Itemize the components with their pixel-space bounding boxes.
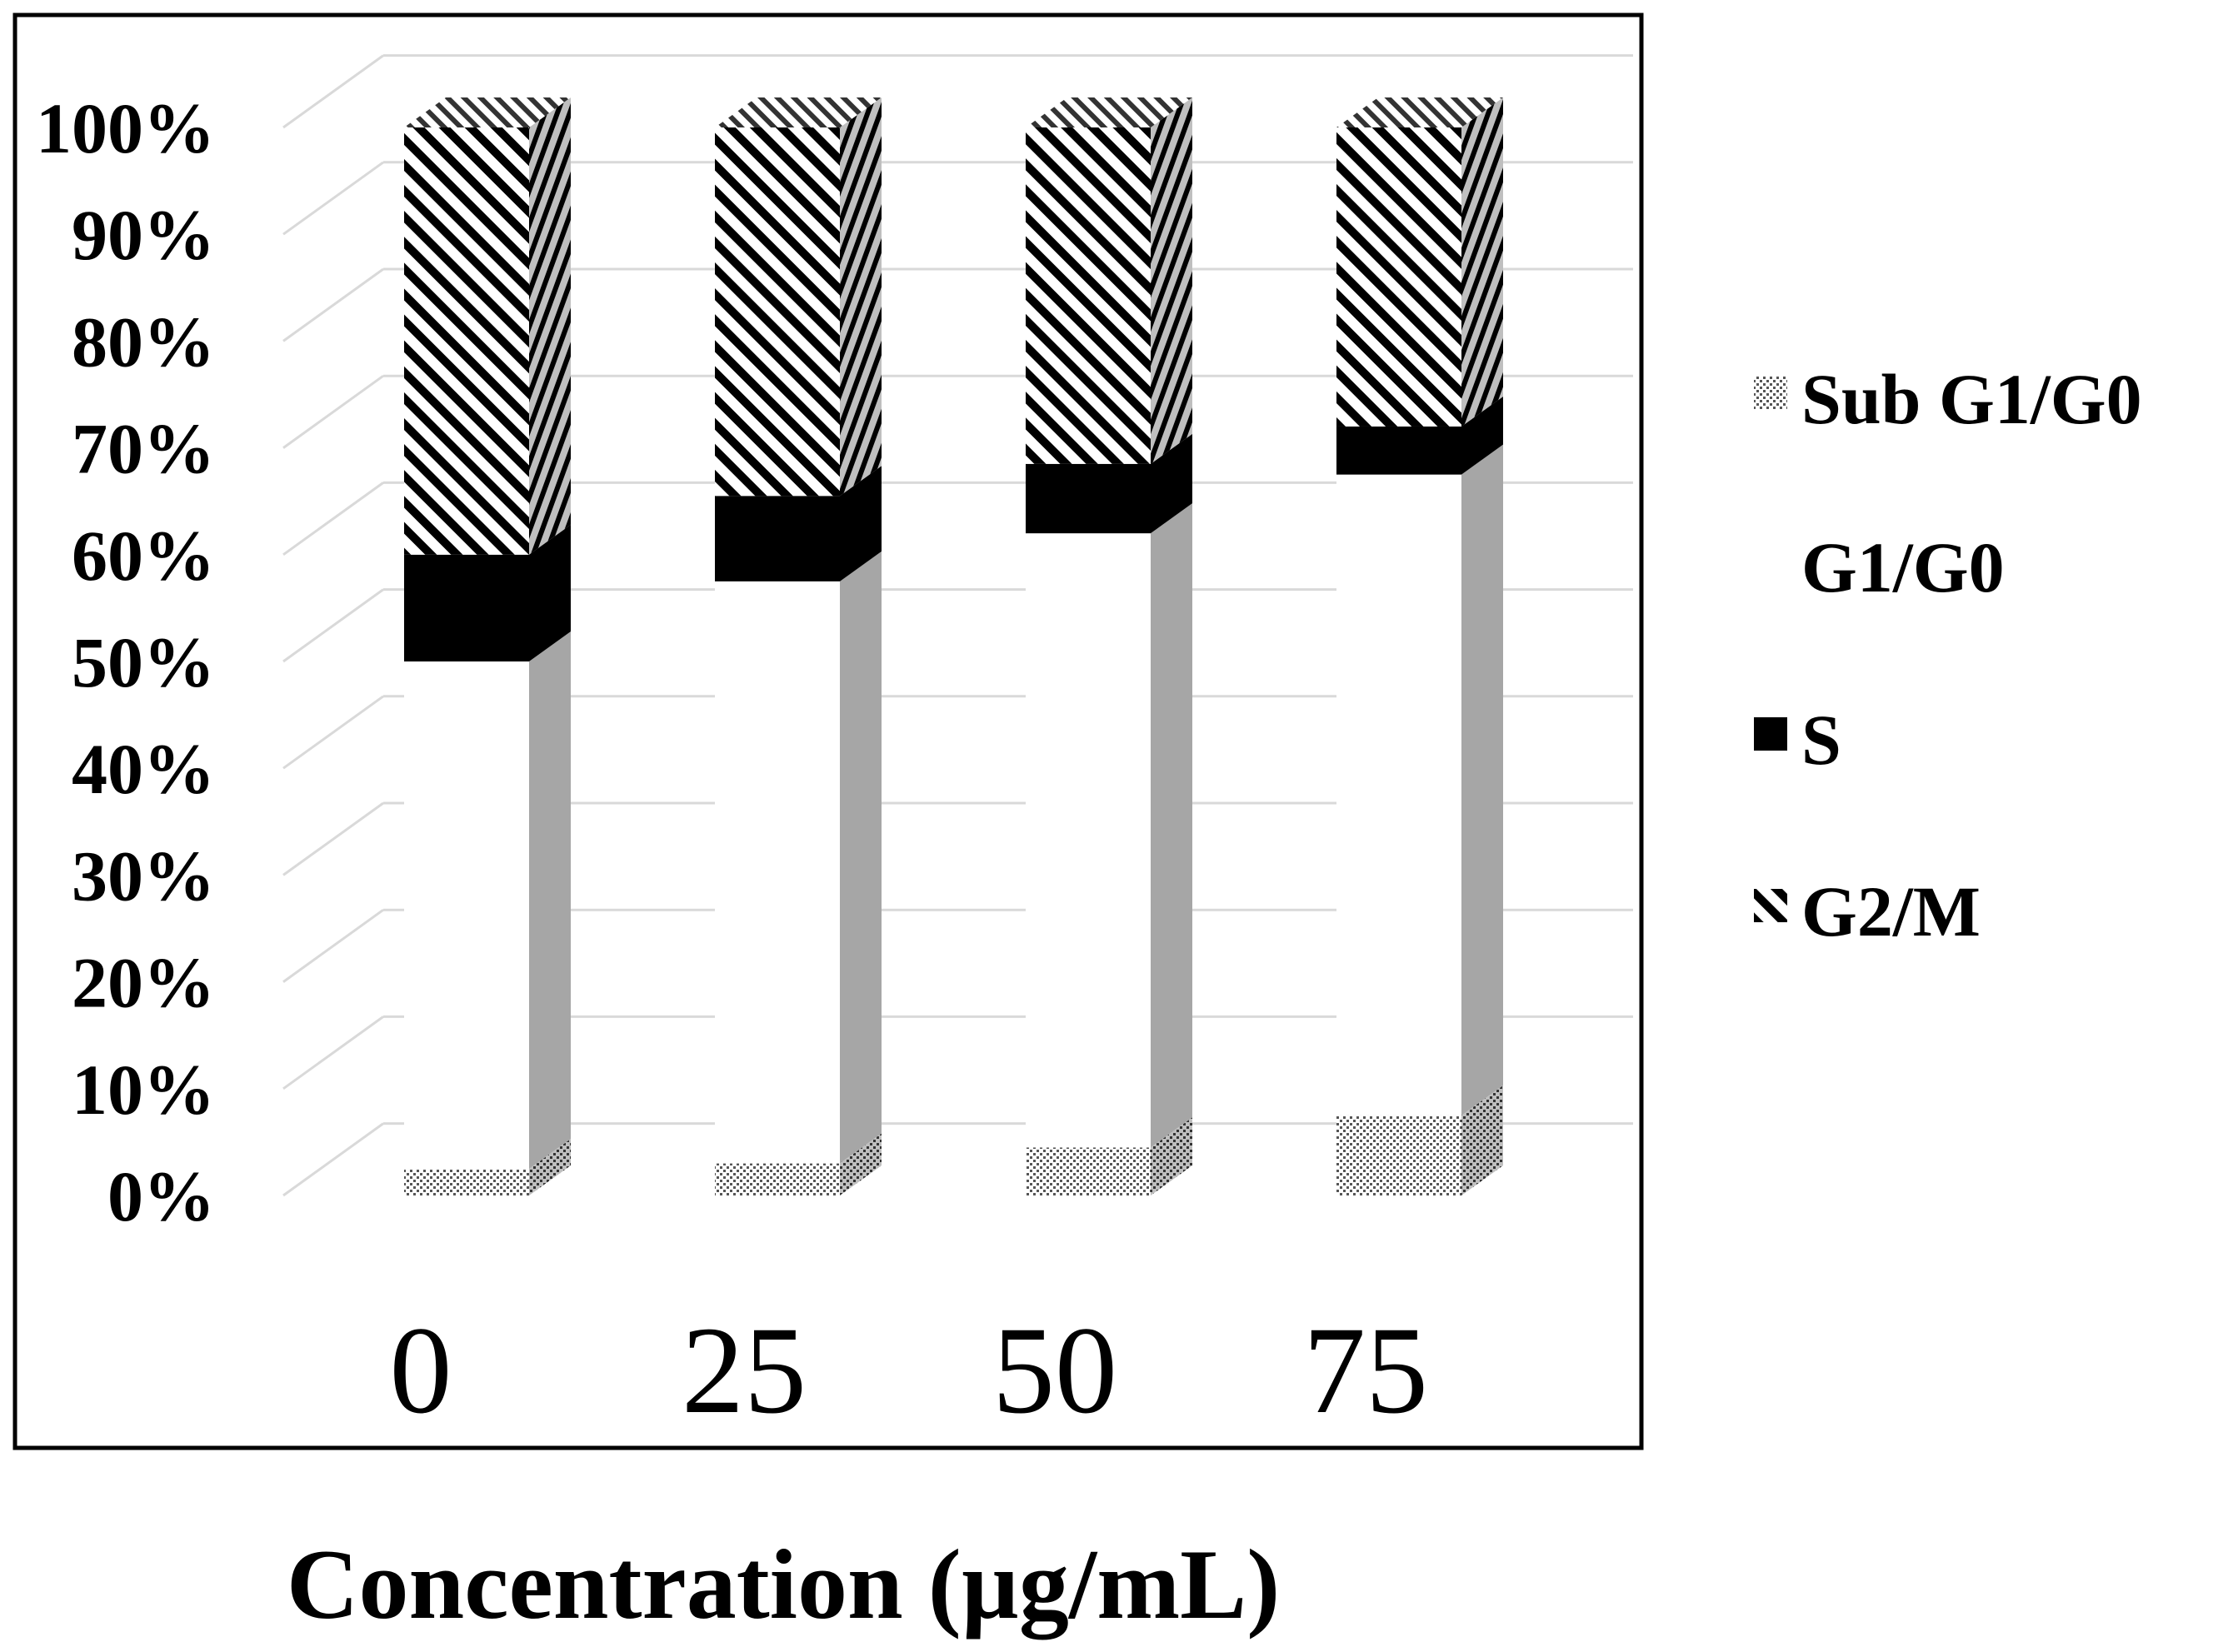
bar-side-g2-m-0 — [529, 97, 571, 555]
bar-s-50 — [1026, 463, 1151, 534]
bar-side-g1-g0-50 — [1151, 503, 1192, 1148]
gridline-diagonal — [282, 54, 384, 129]
legend-label: G2/M — [1801, 871, 1981, 951]
y-tick-label: 10% — [72, 1050, 215, 1130]
bar-side-s-50 — [1151, 433, 1192, 534]
y-tick-label: 60% — [72, 516, 215, 596]
y-axis-ticks: 0% 10% 20% 30% 40% 50% 60% 70% 80% 90% 100% — [36, 88, 215, 1236]
x-tick-label: 0 — [390, 1301, 452, 1440]
legend-swatch — [1754, 545, 1787, 578]
bar-side-g2-m-75 — [1461, 97, 1503, 427]
bar-side-sub-g1-g0-75 — [1461, 1085, 1503, 1195]
bar-g1-g0-0 — [404, 661, 529, 1169]
bar-g2-m-25 — [715, 127, 840, 497]
bar-top-0 — [404, 97, 571, 127]
y-tick-label: 40% — [72, 729, 215, 809]
legend-swatch — [1754, 377, 1787, 410]
bar-sub-g1-g0-50 — [1026, 1147, 1151, 1195]
bar-stack-0 — [404, 97, 571, 1195]
bar-sub-g1-g0-75 — [1336, 1115, 1461, 1195]
y-tick-label: 100% — [36, 88, 215, 168]
gridline-diagonal — [282, 1016, 384, 1091]
legend: Sub G1/G0 G1/G0 S G2/M — [1754, 359, 2142, 951]
bar-side-g1-g0-0 — [529, 631, 571, 1169]
gridline-diagonal — [282, 801, 384, 876]
legend-label: S — [1801, 700, 1841, 780]
legend-label: Sub G1/G0 — [1801, 359, 2142, 439]
bar-top-25 — [715, 97, 882, 127]
y-tick-label: 20% — [72, 943, 215, 1023]
legend-swatch — [1754, 889, 1787, 922]
gridline-diagonal — [282, 1122, 384, 1197]
y-tick-label: 50% — [72, 622, 215, 702]
bar-side-s-0 — [529, 524, 571, 661]
bars — [404, 97, 1503, 1195]
bar-side-s-25 — [840, 466, 882, 581]
y-tick-label: 80% — [72, 302, 215, 382]
legend-item-s: S — [1754, 700, 1841, 780]
bar-s-0 — [404, 554, 529, 661]
legend-item-sub-g1-g0: Sub G1/G0 — [1754, 359, 2142, 439]
bar-side-sub-g1-g0-50 — [1151, 1117, 1192, 1195]
bar-g2-m-50 — [1026, 127, 1151, 464]
bar-g2-m-0 — [404, 127, 529, 555]
bar-side-g1-g0-25 — [840, 551, 882, 1164]
bar-g2-m-75 — [1336, 127, 1461, 427]
bar-side-g2-m-50 — [1151, 97, 1192, 464]
bar-side-g2-m-25 — [840, 97, 882, 497]
gridline-diagonal — [282, 267, 384, 342]
bar-side-sub-g1-g0-25 — [840, 1133, 882, 1195]
bar-stack-50 — [1026, 97, 1192, 1195]
bar-sub-g1-g0-0 — [404, 1168, 529, 1195]
legend-label: G1/G0 — [1801, 527, 2005, 607]
bar-top-75 — [1336, 97, 1503, 127]
gridline-diagonal — [282, 161, 384, 236]
bar-stack-25 — [715, 97, 882, 1195]
x-tick-label: 50 — [992, 1301, 1117, 1440]
y-tick-label: 0% — [107, 1156, 215, 1236]
bar-side-s-75 — [1461, 396, 1503, 475]
bar-s-75 — [1336, 426, 1461, 475]
x-tick-label: 75 — [1303, 1301, 1428, 1440]
bar-sub-g1-g0-25 — [715, 1163, 840, 1195]
y-tick-label: 90% — [72, 195, 215, 275]
bar-g1-g0-75 — [1336, 474, 1461, 1115]
legend-item-g2-m: G2/M — [1754, 871, 1981, 951]
x-axis-ticks: 0 25 50 75 — [390, 1301, 1429, 1440]
gridline-diagonal — [282, 695, 384, 770]
gridline-diagonal — [282, 908, 384, 983]
bar-top-50 — [1026, 97, 1192, 127]
bar-g1-g0-50 — [1026, 533, 1151, 1148]
bar-g1-g0-25 — [715, 581, 840, 1164]
gridline-diagonal — [282, 482, 384, 556]
x-tick-label: 25 — [682, 1301, 807, 1440]
legend-swatch — [1754, 717, 1787, 751]
y-tick-label: 30% — [72, 836, 215, 916]
bar-stack-75 — [1336, 97, 1503, 1195]
gridline-diagonal — [282, 588, 384, 663]
bar-s-25 — [715, 496, 840, 581]
gridline-diagonal — [282, 374, 384, 449]
legend-item-g1-g0: G1/G0 — [1754, 527, 2005, 607]
bar-side-g1-g0-75 — [1461, 444, 1503, 1115]
x-axis-title: Concentration (µg/mL) — [287, 1529, 1280, 1640]
bar-side-sub-g1-g0-0 — [529, 1138, 571, 1195]
y-tick-label: 70% — [72, 409, 215, 489]
